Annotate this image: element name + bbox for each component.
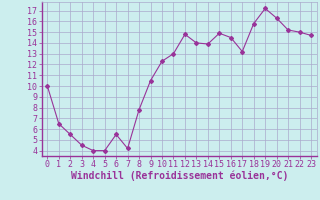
X-axis label: Windchill (Refroidissement éolien,°C): Windchill (Refroidissement éolien,°C): [70, 171, 288, 181]
